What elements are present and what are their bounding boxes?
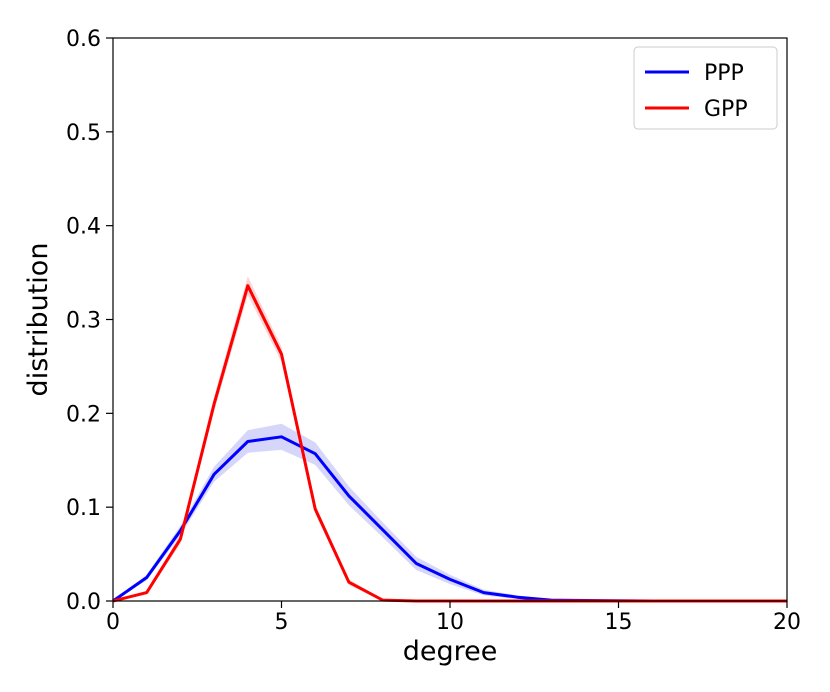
x-tick-label: 15 <box>605 610 633 635</box>
y-axis-label: distribution <box>23 243 54 397</box>
y-axis: 0.0 0.1 0.2 0.3 0.4 0.5 0.6 <box>66 27 113 615</box>
legend-label-gpp: GPP <box>704 97 748 122</box>
legend-label-ppp: PPP <box>704 61 744 86</box>
ppp-confidence-band <box>113 423 787 601</box>
x-tick-label: 20 <box>773 610 801 635</box>
gpp-series-line <box>112 284 787 603</box>
confidence-bands <box>113 276 787 601</box>
series-lines <box>112 284 787 603</box>
x-axis-label: degree <box>403 636 498 667</box>
y-tick-label: 0.5 <box>66 121 101 146</box>
gpp-confidence-band <box>113 276 787 601</box>
y-tick-label: 0.6 <box>66 27 101 52</box>
y-tick-label: 0.0 <box>66 590 101 615</box>
y-tick-label: 0.4 <box>66 215 101 240</box>
y-tick-label: 0.1 <box>66 496 101 521</box>
x-axis: 0 5 10 15 20 <box>106 601 801 635</box>
legend: PPP GPP <box>633 46 778 130</box>
x-tick-label: 0 <box>106 610 120 635</box>
y-tick-label: 0.2 <box>66 402 101 427</box>
x-tick-label: 5 <box>275 610 289 635</box>
x-tick-label: 10 <box>436 610 464 635</box>
y-tick-label: 0.3 <box>66 309 101 334</box>
